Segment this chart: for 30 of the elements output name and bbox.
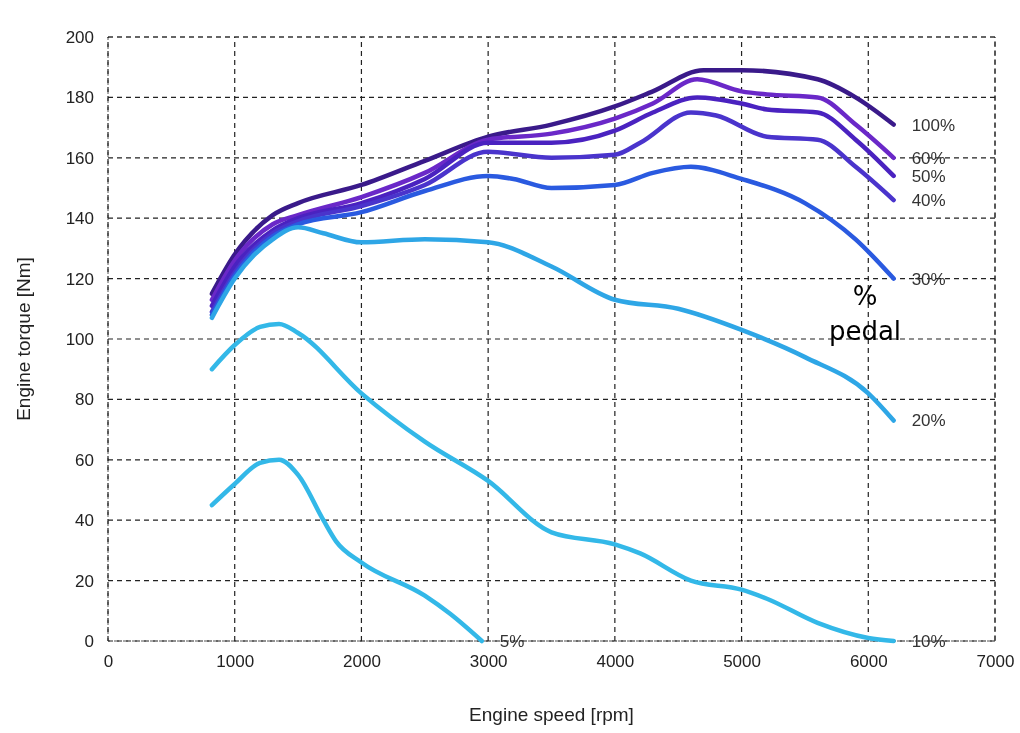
y-tick-label: 60 [75,450,94,470]
x-tick-label: 7000 [976,652,1015,672]
x-tick-label: 0 [103,652,114,672]
series-label: 5% [499,631,525,651]
y-tick-label: 20 [75,571,94,591]
series-label: 100% [911,115,956,135]
y-tick-label: 100 [65,329,94,349]
x-tick-label: 5000 [723,652,761,672]
series-label: 20% [911,411,946,431]
y-tick-label: 0 [84,631,94,651]
x-tick-label: 6000 [849,652,888,672]
y-tick-label: 40 [75,511,94,531]
x-tick-label: 2000 [343,652,381,672]
y-tick-label: 140 [65,209,94,229]
y-tick-label: 180 [65,88,94,108]
y-tick-label: 160 [65,148,94,168]
series-label: 60% [911,148,946,168]
x-tick-label: 4000 [596,652,635,672]
x-tick-label: 1000 [216,652,255,672]
x-axis-title: Engine speed [rpm] [469,704,634,725]
x-tick-label: 3000 [469,652,508,672]
series-label: 30% [911,269,946,289]
series-label: 40% [911,191,946,211]
y-tick-label: 200 [65,27,94,47]
annotation: % pedal [828,281,902,347]
series-label: 10% [911,631,946,651]
y-axis-title: Engine torque [Nm] [13,257,34,421]
series-label: 50% [911,166,946,186]
y-tick-label: 80 [75,390,94,410]
y-tick-label: 120 [65,269,94,289]
